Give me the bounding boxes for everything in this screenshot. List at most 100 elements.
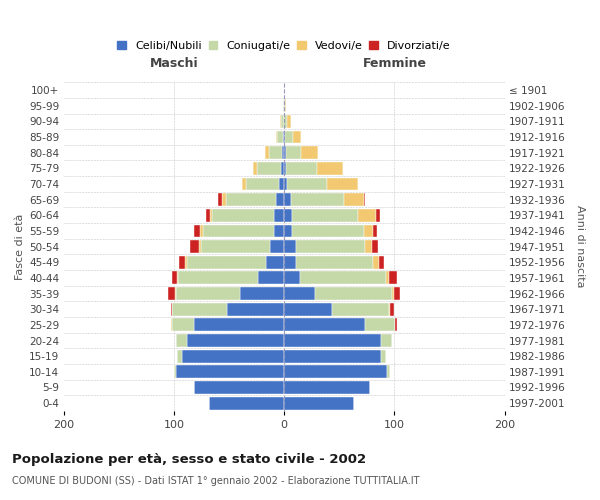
Bar <box>283 130 284 143</box>
Bar <box>269 146 282 159</box>
Bar <box>327 178 358 190</box>
Bar <box>240 287 284 300</box>
Text: Popolazione per età, sesso e stato civile - 2002: Popolazione per età, sesso e stato civil… <box>12 452 366 466</box>
Bar <box>301 146 318 159</box>
Bar <box>392 287 394 300</box>
Bar <box>218 193 223 206</box>
Bar <box>281 162 284 174</box>
Bar <box>284 396 353 409</box>
Bar <box>332 303 389 316</box>
Y-axis label: Fasce di età: Fasce di età <box>15 214 25 280</box>
Bar <box>293 130 301 143</box>
Bar <box>177 272 178 284</box>
Bar <box>292 209 358 222</box>
Bar <box>315 287 392 300</box>
Bar <box>257 162 281 174</box>
Bar <box>317 162 343 174</box>
Bar <box>182 350 284 362</box>
Bar <box>364 224 373 237</box>
Bar <box>373 256 379 268</box>
Bar <box>365 318 395 332</box>
Bar <box>389 303 390 316</box>
Bar <box>170 318 172 332</box>
Bar <box>274 224 284 237</box>
Bar <box>274 209 284 222</box>
Bar <box>280 115 281 128</box>
Bar <box>177 350 182 362</box>
Bar <box>283 100 284 112</box>
Bar <box>242 178 245 190</box>
Bar <box>358 209 376 222</box>
Bar <box>172 303 227 316</box>
Bar <box>266 256 284 268</box>
Bar <box>227 303 284 316</box>
Bar <box>209 396 284 409</box>
Bar <box>284 303 332 316</box>
Bar <box>379 256 385 268</box>
Bar <box>172 318 194 332</box>
Bar <box>185 256 187 268</box>
Bar <box>285 100 286 112</box>
Bar <box>190 240 199 253</box>
Bar <box>287 115 291 128</box>
Bar <box>292 224 364 237</box>
Bar <box>172 272 177 284</box>
Bar <box>299 272 386 284</box>
Bar <box>381 334 392 347</box>
Bar <box>386 272 389 284</box>
Bar <box>284 350 381 362</box>
Bar <box>284 209 292 222</box>
Bar <box>257 272 284 284</box>
Bar <box>365 240 373 253</box>
Bar <box>277 130 283 143</box>
Bar <box>278 178 284 190</box>
Bar <box>176 334 187 347</box>
Bar <box>194 381 284 394</box>
Bar <box>285 130 293 143</box>
Bar <box>284 287 315 300</box>
Bar <box>176 287 240 300</box>
Bar <box>194 224 200 237</box>
Bar <box>277 193 284 206</box>
Bar <box>284 146 286 159</box>
Text: Femmine: Femmine <box>362 56 427 70</box>
Text: Maschi: Maschi <box>149 56 198 70</box>
Bar <box>176 366 284 378</box>
Bar <box>202 240 270 253</box>
Bar <box>286 146 301 159</box>
Bar <box>284 162 286 174</box>
Bar <box>226 193 277 206</box>
Bar <box>265 146 269 159</box>
Bar <box>206 209 210 222</box>
Bar <box>245 178 278 190</box>
Bar <box>175 287 176 300</box>
Bar <box>291 193 344 206</box>
Bar <box>284 334 381 347</box>
Bar <box>284 193 291 206</box>
Bar <box>203 224 274 237</box>
Bar <box>296 256 373 268</box>
Bar <box>187 256 266 268</box>
Bar <box>169 287 175 300</box>
Text: COMUNE DI BUDONI (SS) - Dati ISTAT 1° gennaio 2002 - Elaborazione TUTTITALIA.IT: COMUNE DI BUDONI (SS) - Dati ISTAT 1° ge… <box>12 476 419 486</box>
Bar <box>386 366 390 378</box>
Bar <box>210 209 212 222</box>
Bar <box>179 256 185 268</box>
Bar <box>381 350 386 362</box>
Bar <box>376 209 380 222</box>
Bar <box>284 224 292 237</box>
Bar <box>284 115 287 128</box>
Bar <box>178 272 257 284</box>
Bar <box>174 366 176 378</box>
Bar <box>284 240 296 253</box>
Bar <box>287 178 327 190</box>
Bar <box>284 178 287 190</box>
Bar <box>394 287 400 300</box>
Bar <box>284 100 285 112</box>
Bar <box>270 240 284 253</box>
Bar <box>187 334 284 347</box>
Bar <box>194 318 284 332</box>
Legend: Celibi/Nubili, Coniugati/e, Vedovi/e, Divorziati/e: Celibi/Nubili, Coniugati/e, Vedovi/e, Di… <box>115 38 453 53</box>
Bar <box>200 224 203 237</box>
Bar <box>390 303 394 316</box>
